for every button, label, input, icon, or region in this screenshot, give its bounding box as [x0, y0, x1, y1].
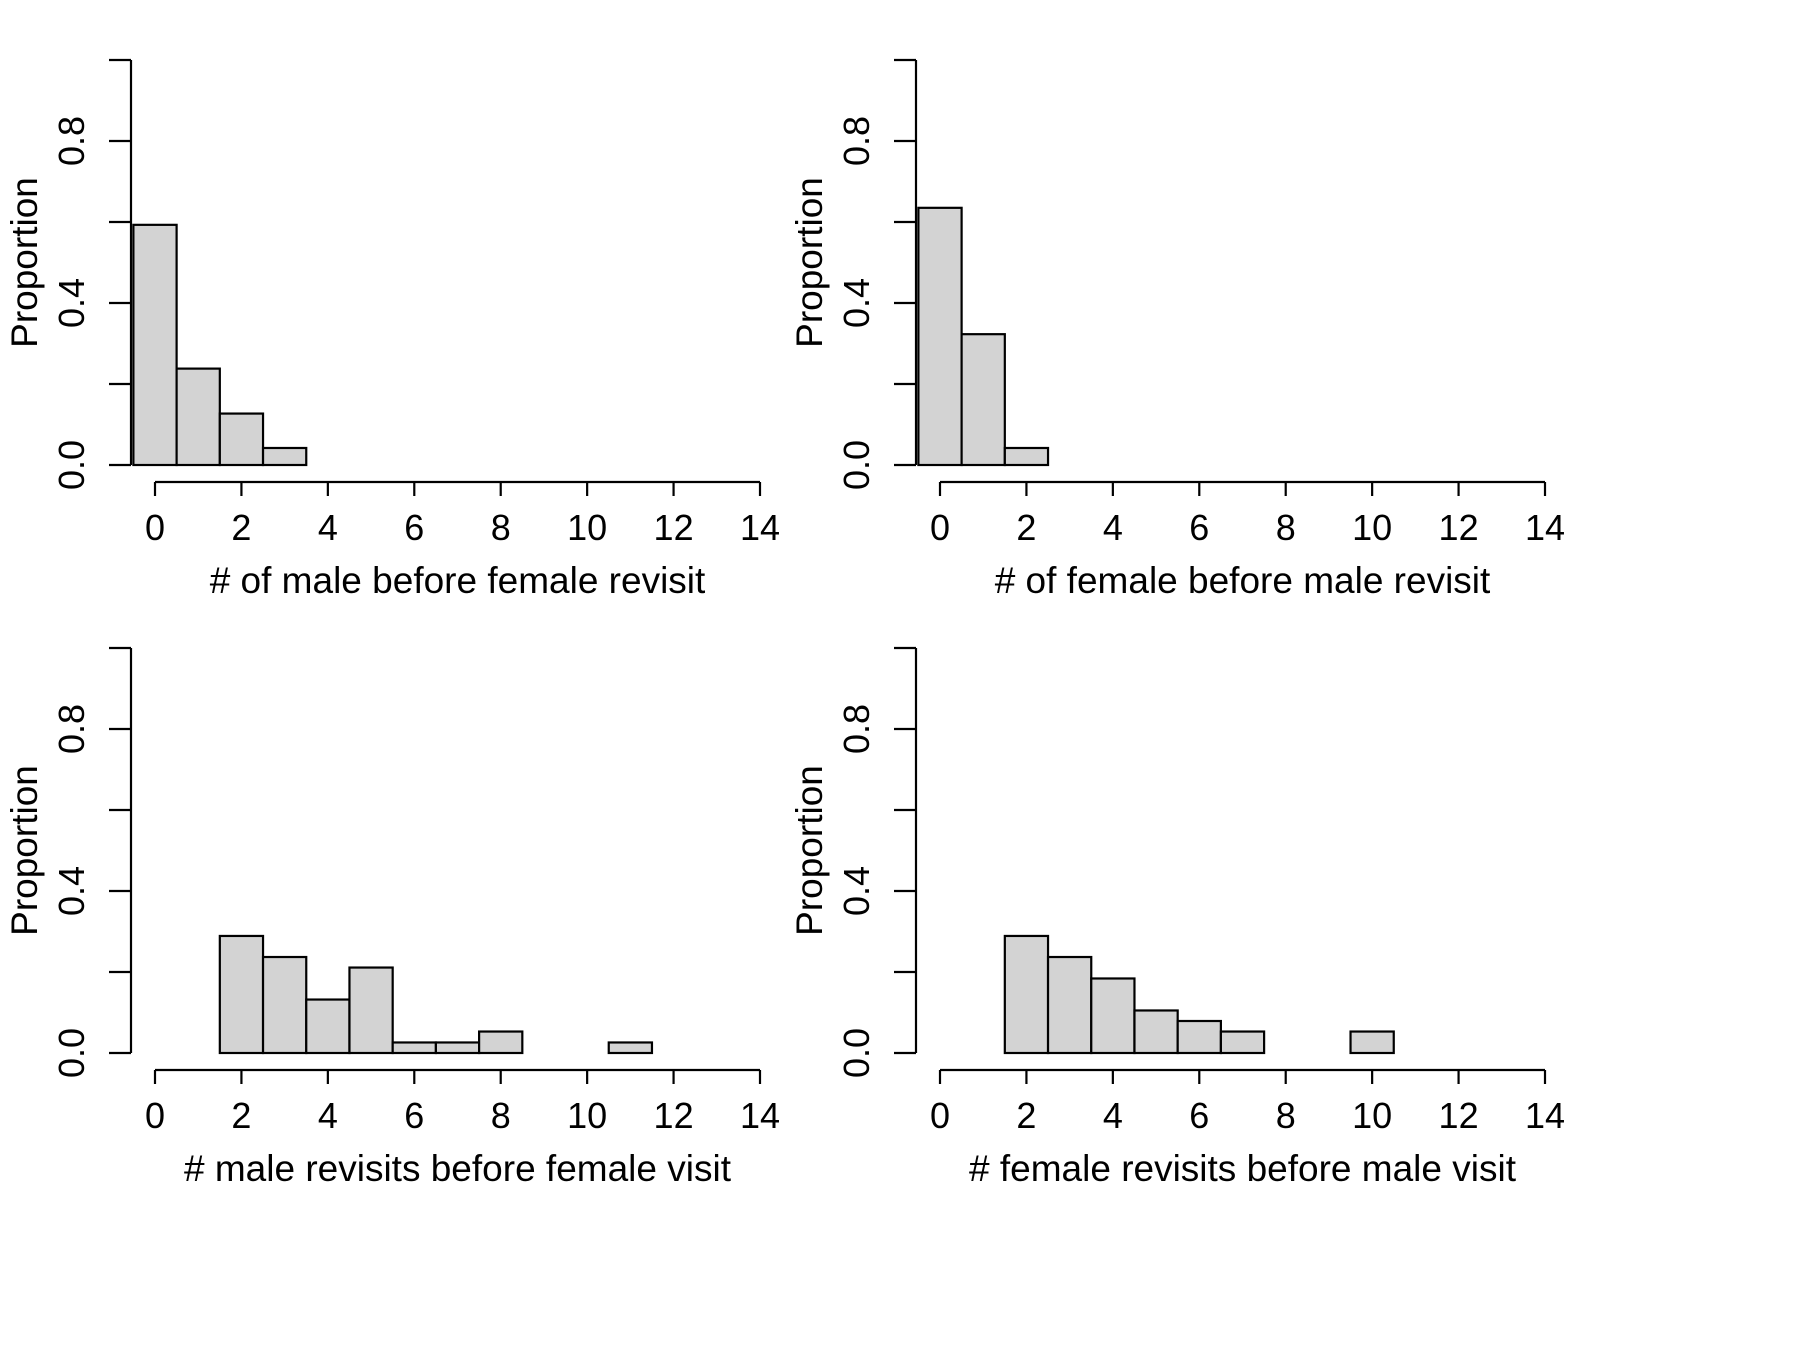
histogram-bar — [305, 998, 351, 1055]
x-tick-label: 8 — [491, 1095, 511, 1136]
y-tick-label: 0.0 — [836, 1028, 877, 1078]
histogram-bar — [218, 934, 265, 1055]
histogram-bar — [607, 1041, 654, 1055]
histogram-panel-4: 0 2 4 6 8 10 12 14 0.0 0.4 0.8 # female revisits be… — [789, 646, 1565, 1189]
x-tick-label: 14 — [740, 1095, 780, 1136]
histogram-panel-2: 0 2 4 6 8 10 12 14 0.0 0.4 0.8 # of female before m… — [789, 58, 1565, 601]
x-tick-label: 8 — [1276, 507, 1296, 548]
x-tick-label: 0 — [145, 1095, 165, 1136]
y-axis-title: Proportion — [789, 765, 830, 936]
histogram-bar — [917, 206, 963, 467]
x-axis-title: # of male before female revisit — [210, 560, 706, 601]
x-axis-title: # female revisits before male visit — [969, 1148, 1517, 1189]
x-tick-label: 10 — [567, 1095, 607, 1136]
x-tick-label: 6 — [404, 507, 424, 548]
x-tick-label: 2 — [1016, 507, 1036, 548]
histogram-bar — [348, 966, 394, 1055]
x-tick-label: 0 — [930, 1095, 950, 1136]
histogram-bar — [1219, 1030, 1266, 1055]
x-tick-label: 4 — [318, 1095, 338, 1136]
y-axis-title: Proportion — [4, 765, 45, 936]
y-tick-label: 0.8 — [836, 116, 877, 166]
histogram-bar — [1090, 977, 1136, 1055]
histogram-bar — [261, 446, 308, 467]
histogram-bar — [478, 1030, 524, 1055]
x-tick-label: 0 — [930, 507, 950, 548]
x-tick-label: 10 — [1352, 1095, 1392, 1136]
y-axis-title: Proportion — [789, 177, 830, 348]
x-tick-label: 2 — [231, 507, 251, 548]
y-tick-label: 0.4 — [51, 866, 92, 916]
histogram-bar — [175, 367, 221, 467]
x-tick-label: 2 — [231, 1095, 251, 1136]
y-tick-label: 0.4 — [836, 278, 877, 328]
x-axis-title: # of female before male revisit — [995, 560, 1491, 601]
histogram-bar — [1003, 446, 1050, 467]
x-tick-label: 12 — [1439, 507, 1479, 548]
histogram-bar — [1003, 934, 1050, 1055]
histogram-bar — [1046, 955, 1093, 1055]
histogram-bar — [1176, 1019, 1222, 1055]
y-tick-label: 0.8 — [51, 116, 92, 166]
x-tick-label: 6 — [404, 1095, 424, 1136]
x-tick-label: 14 — [1525, 507, 1565, 548]
y-tick-label: 0.4 — [836, 866, 877, 916]
histogram-panel-3: 0 2 4 6 8 10 12 14 0.0 0.4 0.8 # male revisits befo… — [4, 646, 780, 1189]
histogram-bar — [1133, 1009, 1179, 1055]
x-tick-label: 14 — [1525, 1095, 1565, 1136]
y-tick-label: 0.8 — [51, 704, 92, 754]
x-tick-label: 4 — [318, 507, 338, 548]
x-tick-label: 10 — [567, 507, 607, 548]
histogram-bar — [132, 223, 178, 467]
x-tick-label: 8 — [1276, 1095, 1296, 1136]
x-tick-label: 12 — [654, 507, 694, 548]
histogram-bar — [434, 1041, 481, 1055]
x-tick-label: 8 — [491, 507, 511, 548]
y-tick-label: 0.8 — [836, 704, 877, 754]
y-axis-title: Proportion — [4, 177, 45, 348]
y-tick-label: 0.0 — [51, 440, 92, 490]
histogram-bar — [960, 333, 1006, 467]
x-tick-label: 4 — [1103, 1095, 1123, 1136]
x-tick-label: 10 — [1352, 507, 1392, 548]
x-tick-label: 0 — [145, 507, 165, 548]
y-tick-label: 0.0 — [51, 1028, 92, 1078]
x-tick-label: 12 — [1439, 1095, 1479, 1136]
x-tick-label: 2 — [1016, 1095, 1036, 1136]
x-tick-label: 6 — [1189, 1095, 1209, 1136]
y-tick-label: 0.4 — [51, 278, 92, 328]
histogram-panel-1: 0 2 4 6 8 10 12 14 0.0 0.4 0.8 # of male before fem… — [4, 58, 780, 601]
x-tick-label: 4 — [1103, 507, 1123, 548]
histogram-bar — [261, 955, 308, 1055]
x-tick-label: 6 — [1189, 507, 1209, 548]
x-tick-label: 14 — [740, 507, 780, 548]
x-axis-title: # male revisits before female visit — [184, 1148, 732, 1189]
histogram-bar — [218, 412, 265, 467]
y-tick-label: 0.0 — [836, 440, 877, 490]
x-tick-label: 12 — [654, 1095, 694, 1136]
histogram-bar — [391, 1041, 437, 1055]
histogram-bar — [1349, 1030, 1395, 1055]
